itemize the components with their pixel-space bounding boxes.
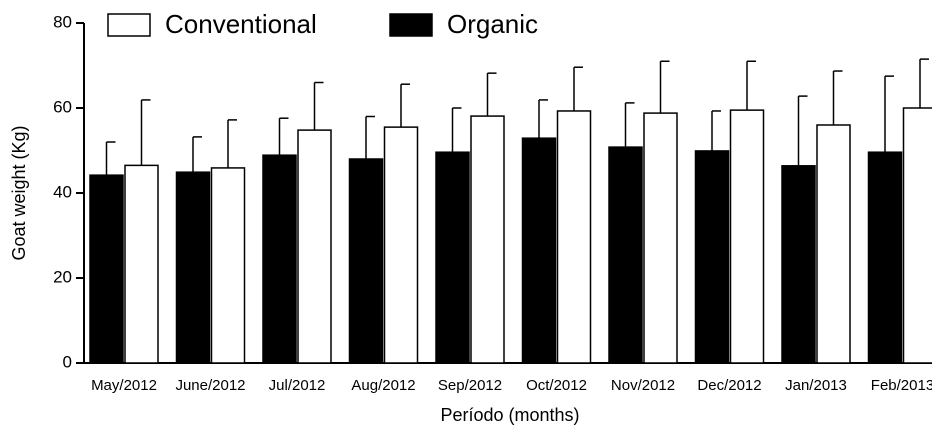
x-tick-label: Nov/2012 bbox=[611, 377, 675, 394]
x-tick-label: Sep/2012 bbox=[438, 377, 502, 394]
bar bbox=[729, 109, 765, 364]
legend-label: Organic bbox=[447, 9, 538, 39]
bar bbox=[521, 137, 557, 364]
bar bbox=[902, 107, 932, 364]
y-tick-label: 0 bbox=[63, 352, 72, 371]
bar bbox=[470, 115, 505, 364]
bar bbox=[867, 151, 903, 364]
bar bbox=[556, 110, 592, 364]
y-tick-label: 80 bbox=[53, 12, 72, 31]
x-tick-label: Jan/2013 bbox=[785, 377, 847, 394]
legend-label: Conventional bbox=[165, 9, 317, 39]
x-tick-label: Aug/2012 bbox=[351, 377, 415, 394]
legend-swatch bbox=[389, 13, 433, 37]
bar bbox=[210, 167, 246, 364]
bar bbox=[297, 129, 332, 364]
y-tick-label: 60 bbox=[53, 97, 72, 116]
bar bbox=[608, 146, 643, 364]
bar bbox=[89, 174, 124, 364]
bar bbox=[124, 164, 159, 364]
x-tick-label: Dec/2012 bbox=[697, 377, 761, 394]
bar bbox=[816, 124, 851, 364]
bar bbox=[781, 165, 816, 364]
x-axis-label: Período (months) bbox=[440, 405, 579, 425]
bar bbox=[262, 154, 297, 364]
x-tick-label: Feb/2013 bbox=[871, 377, 932, 394]
x-tick-label: May/2012 bbox=[91, 377, 157, 394]
bar bbox=[694, 150, 730, 364]
bar bbox=[348, 158, 384, 364]
y-tick-label: 20 bbox=[53, 267, 72, 286]
bar bbox=[383, 126, 419, 364]
y-axis-label: Goat weight (Kg) bbox=[9, 125, 29, 260]
x-tick-label: Jul/2012 bbox=[269, 377, 326, 394]
bar bbox=[435, 151, 470, 364]
x-tick-label: June/2012 bbox=[175, 377, 245, 394]
x-tick-label: Oct/2012 bbox=[526, 377, 587, 394]
y-tick-label: 40 bbox=[53, 182, 72, 201]
bar bbox=[175, 171, 211, 364]
bar bbox=[643, 112, 678, 364]
legend-swatch bbox=[107, 13, 151, 37]
